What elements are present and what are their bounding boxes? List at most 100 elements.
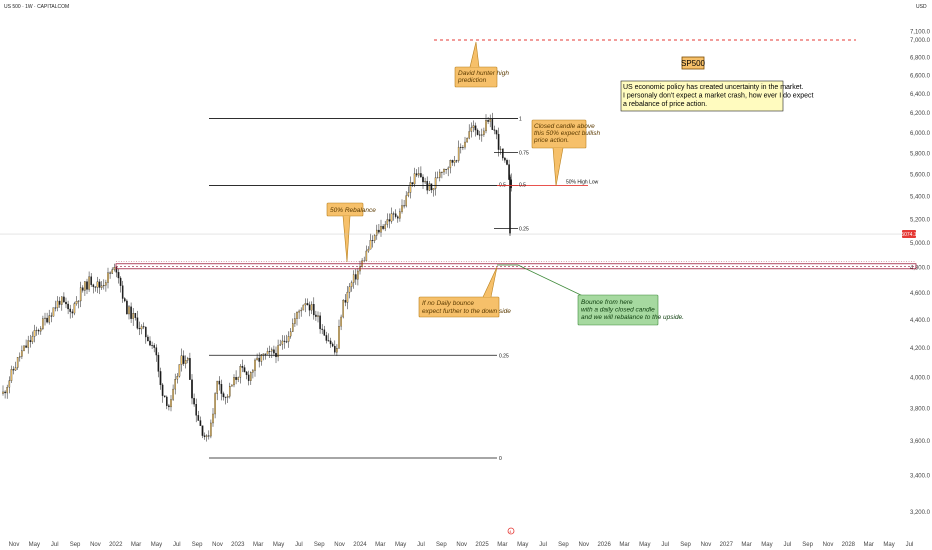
candle-body: [67, 303, 69, 310]
candle-body: [294, 318, 296, 324]
candle-body: [163, 395, 166, 398]
candle-body: [168, 405, 170, 408]
y-tick-label: 6,200.0: [910, 111, 931, 117]
candle-body: [256, 357, 258, 361]
time-marker-icon[interactable]: 4: [507, 527, 515, 535]
sp500-label: SP500: [681, 59, 706, 68]
candle-body: [331, 343, 334, 347]
candle-body: [16, 357, 19, 368]
x-tick-label: Nov: [9, 542, 20, 548]
candle-body: [195, 404, 198, 416]
candle-body: [411, 182, 414, 185]
x-tick-label: Sep: [192, 542, 203, 548]
candle-body: [220, 384, 223, 394]
x-tick-label: Mar: [375, 542, 385, 548]
candle-body: [258, 357, 260, 362]
x-tick-label: Nov: [701, 542, 712, 548]
candle-body: [151, 345, 153, 346]
y-tick-label: 6,600.0: [910, 73, 931, 79]
candle-body: [88, 276, 90, 290]
candle-body: [296, 312, 298, 319]
candle-body: [174, 379, 177, 390]
candle-body: [354, 274, 357, 280]
candle-body: [71, 311, 74, 314]
candle-body: [224, 396, 227, 398]
candle-body: [302, 304, 305, 311]
y-axis[interactable]: 7,100.0 7,000.0 6,800.0 6,600.0 6,400.0 6,200…: [910, 29, 931, 516]
symbol-title: US 500 · 1W · CAPITALCOM: [4, 4, 69, 10]
candle-body: [203, 435, 206, 437]
candle-body: [260, 354, 263, 362]
x-tick-label: May: [273, 542, 284, 548]
x-tick-label: Mar: [619, 542, 629, 548]
candle-body: [109, 272, 111, 274]
candle-body: [252, 370, 254, 373]
candle-body: [193, 397, 195, 405]
y-tick-label: 6,000.0: [910, 131, 931, 137]
candle-body: [107, 272, 109, 283]
candle-body: [161, 384, 164, 396]
candle-body: [443, 168, 445, 173]
candle-body: [124, 298, 126, 302]
candle-body: [4, 391, 6, 394]
candle-body: [399, 211, 401, 219]
x-tick-label: Jul: [173, 542, 181, 548]
x-tick-label: Nov: [334, 542, 345, 548]
candle-body: [459, 146, 462, 148]
y-tick-label: 7,000.0: [910, 38, 931, 44]
candle-body: [178, 364, 181, 377]
candle-body: [499, 148, 502, 150]
candle-body: [380, 226, 382, 233]
x-tick-label: Jul: [783, 542, 791, 548]
candle-body: [375, 229, 378, 236]
candle-body: [449, 160, 452, 169]
current-price-badge: 5074.1: [0, 230, 917, 239]
candle-body: [54, 307, 57, 309]
candle-body: [10, 369, 13, 381]
candle-body: [346, 291, 349, 303]
y-tick-label: 5,600.0: [910, 173, 931, 179]
candle-body: [506, 160, 508, 165]
candle-body: [94, 286, 97, 288]
x-tick-label: May: [761, 542, 772, 548]
candle-body: [417, 173, 420, 176]
candle-body: [489, 119, 491, 122]
candle-series: [2, 112, 512, 442]
svg-text:4: 4: [509, 529, 512, 534]
candle-body: [149, 340, 151, 346]
candle-body: [262, 353, 265, 355]
x-tick-label: Sep: [70, 542, 81, 548]
no-bounce-note-box: [418, 296, 500, 318]
candle-body: [222, 393, 225, 398]
x-tick-label: May: [639, 542, 650, 548]
x-axis[interactable]: Nov May Jul Sep Nov 2022 Mar May Jul Sep Nov 2023 Ma…: [9, 542, 914, 548]
candle-body: [182, 355, 185, 364]
x-tick-label: 2023: [231, 542, 245, 548]
candle-body: [210, 422, 212, 437]
current-price-label: 5074.1: [901, 232, 917, 238]
candle-body: [504, 157, 506, 161]
candle-body: [350, 282, 353, 287]
x-tick-label: Nov: [90, 542, 101, 548]
candle-body: [483, 130, 485, 135]
y-tick-label: 6,400.0: [910, 92, 931, 98]
current-price-badge-box: [902, 230, 916, 239]
x-tick-label: Jul: [417, 542, 425, 548]
x-tick-label: Jul: [661, 542, 669, 548]
candle-body: [21, 350, 23, 357]
candle-body: [336, 348, 338, 353]
x-tick-label: 2027: [720, 542, 734, 548]
x-tick-label: 2028: [842, 542, 856, 548]
x-tick-label: May: [395, 542, 406, 548]
closed-candle-note-line: price action.: [533, 137, 569, 144]
candle-body: [52, 307, 55, 317]
candle-body: [197, 415, 200, 421]
no-bounce-note-line: expect further to the down side: [422, 308, 511, 315]
y-tick-label: 5,800.0: [910, 151, 931, 157]
candle-body: [191, 379, 193, 399]
mini-fib-label-025: 0.25: [519, 227, 529, 233]
candle-body: [159, 371, 162, 386]
x-tick-label: Sep: [802, 542, 813, 548]
candle-body: [453, 160, 456, 163]
